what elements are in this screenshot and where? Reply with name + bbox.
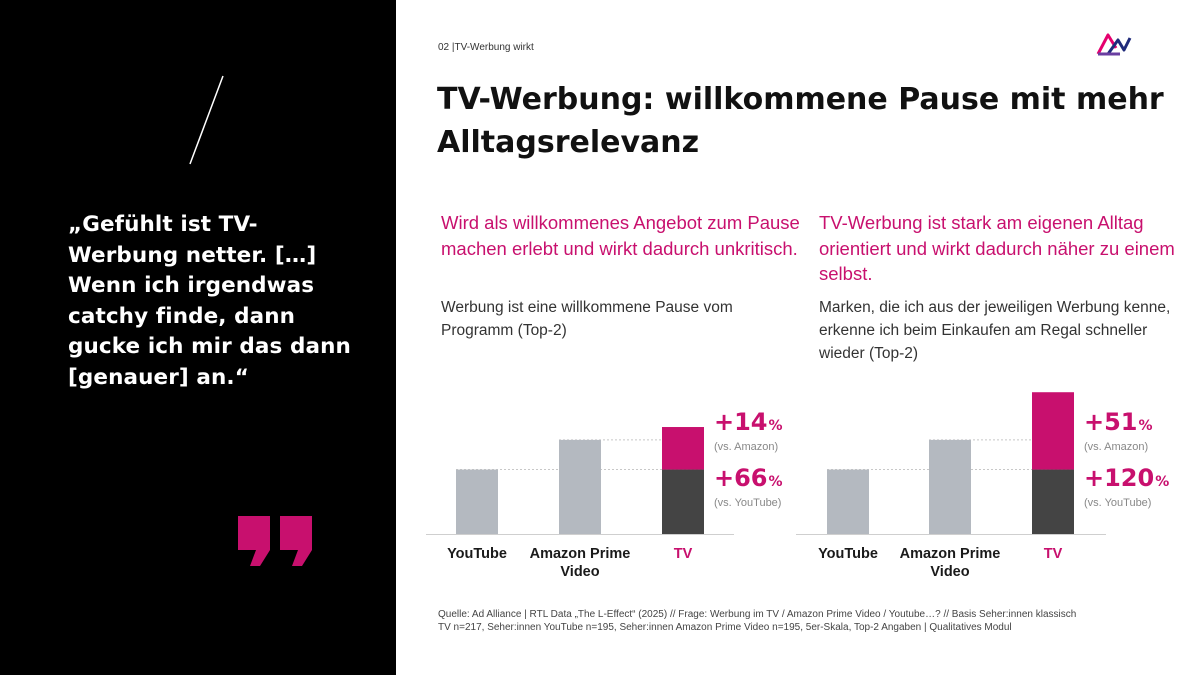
tick-label: YouTube <box>818 546 878 562</box>
bar-youtube <box>827 469 869 534</box>
bar-youtube <box>456 469 498 534</box>
quote-mark-icon <box>238 516 312 566</box>
section-label: 02 |TV-Werbung wirkt <box>438 42 534 53</box>
bar-chart-left: YouTube Amazon Prime Video TV +14% (vs. Amazo… <box>426 408 783 580</box>
delta-note: (vs. Amazon) <box>714 441 778 453</box>
page-title: TV-Werbung: willkommene Pause mit mehr A… <box>437 82 1164 160</box>
panel-heading-right: TV-Werbung ist stark am eigenen Alltag o… <box>819 212 1175 284</box>
bar-chart-right: YouTube Amazon Prime Video TV +51% (vs. Amazo… <box>796 392 1169 580</box>
tick-label: TV <box>674 546 693 562</box>
bar-tv-base <box>662 469 704 534</box>
bar-amazon-prime-video <box>559 439 601 534</box>
ad-alliance-logo-icon <box>1096 33 1132 56</box>
panel-subtitle-left: Werbung ist eine willkommene Pause vom P… <box>441 299 733 339</box>
delta-note: (vs. YouTube) <box>714 497 781 509</box>
delta-vs-youtube: +66% <box>714 464 783 492</box>
tick-label: Amazon Prime Video <box>530 546 631 580</box>
source-note: Quelle: Ad Alliance | RTL Data „The L-Ef… <box>438 609 1077 633</box>
bar-tv-base <box>1032 469 1074 534</box>
tick-label: TV <box>1044 546 1063 562</box>
bar-tv-uplift <box>1032 392 1074 470</box>
delta-note: (vs. Amazon) <box>1084 441 1148 453</box>
panel-subtitle-right: Marken, die ich aus der jeweiligen Werbu… <box>819 299 1171 362</box>
delta-vs-amazon: +14% <box>714 408 783 436</box>
panel-heading-left: Wird als willkommenes Angebot zum Pause … <box>441 212 800 259</box>
tick-label: Amazon Prime Video <box>900 546 1001 580</box>
tick-label: YouTube <box>447 546 507 562</box>
delta-note: (vs. YouTube) <box>1084 497 1151 509</box>
quote-panel: „Gefühlt ist TV-Werbung netter. […] Wenn… <box>0 0 396 675</box>
quote-text: „Gefühlt ist TV-Werbung netter. […] Wenn… <box>68 212 351 390</box>
bar-tv-uplift <box>662 427 704 470</box>
bar-amazon-prime-video <box>929 439 971 534</box>
slash-decoration-icon <box>189 75 224 165</box>
delta-vs-amazon: +51% <box>1084 408 1153 436</box>
delta-vs-youtube: +120% <box>1084 464 1169 492</box>
